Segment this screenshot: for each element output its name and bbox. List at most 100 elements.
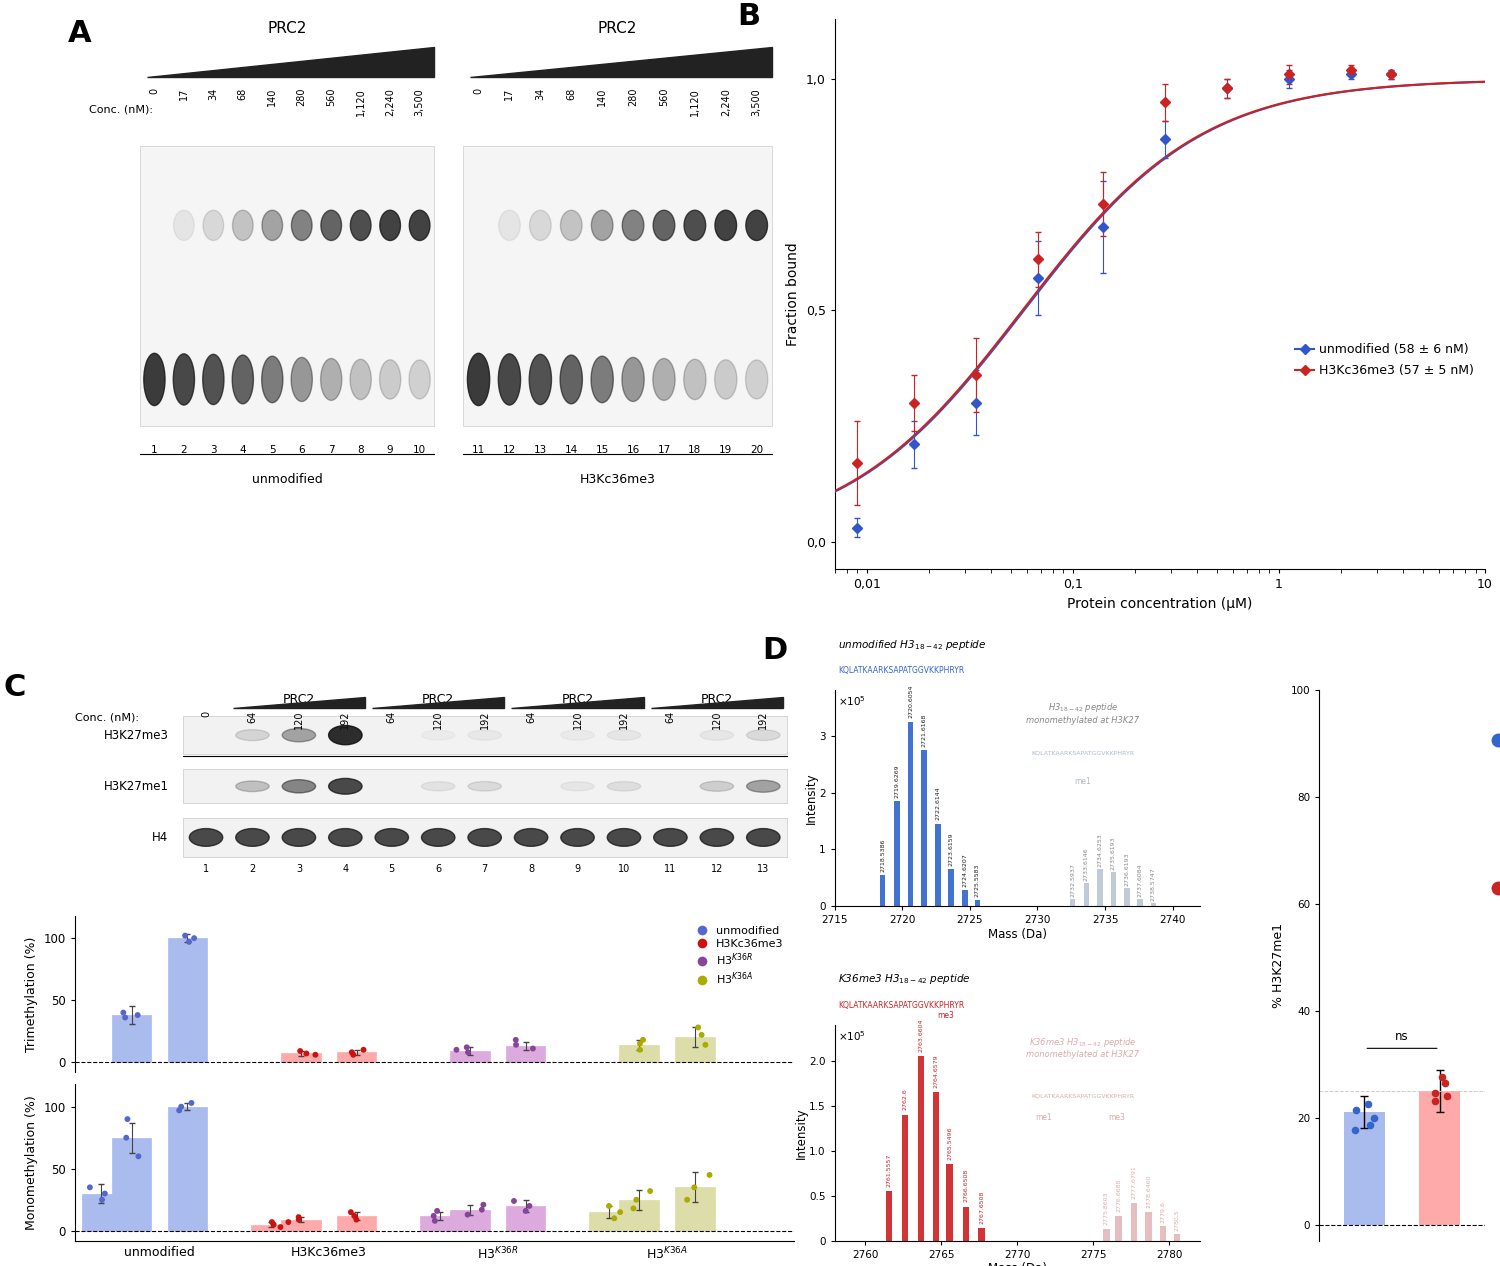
Bar <box>1083 884 1089 906</box>
Ellipse shape <box>747 780 780 793</box>
Ellipse shape <box>700 730 734 741</box>
Text: 16: 16 <box>627 446 639 456</box>
Point <box>340 1042 364 1062</box>
Ellipse shape <box>202 354 223 405</box>
Bar <box>1131 1203 1137 1241</box>
Ellipse shape <box>262 210 282 241</box>
X-axis label: Protein concentration (μM): Protein concentration (μM) <box>1066 596 1252 611</box>
Ellipse shape <box>684 210 705 241</box>
Bar <box>338 1215 376 1231</box>
Ellipse shape <box>321 358 342 400</box>
Ellipse shape <box>468 353 489 405</box>
Text: 0: 0 <box>474 87 483 94</box>
Ellipse shape <box>350 360 372 400</box>
Ellipse shape <box>232 354 254 404</box>
Text: 2765.5496: 2765.5496 <box>946 1127 952 1160</box>
Ellipse shape <box>189 828 222 846</box>
Text: 17: 17 <box>657 446 670 456</box>
Text: 34: 34 <box>536 87 546 100</box>
Text: 3: 3 <box>296 865 302 874</box>
Text: 64: 64 <box>666 710 675 723</box>
X-axis label: Mass (Da): Mass (Da) <box>987 928 1047 941</box>
Bar <box>251 1224 291 1231</box>
Bar <box>506 1206 546 1231</box>
Text: me3: me3 <box>938 1012 954 1020</box>
Text: 2: 2 <box>249 865 255 874</box>
Text: 4: 4 <box>342 865 348 874</box>
Text: 19: 19 <box>718 446 732 456</box>
Bar <box>1096 870 1102 906</box>
Bar <box>921 749 927 906</box>
Text: 68: 68 <box>238 87 248 100</box>
Point <box>422 1205 446 1225</box>
Y-axis label: Intensity: Intensity <box>804 772 818 824</box>
Point <box>470 1200 494 1220</box>
Text: Conc. (nM):: Conc. (nM): <box>75 713 140 723</box>
Point <box>504 1034 528 1055</box>
Text: 2722.6144: 2722.6144 <box>934 786 940 820</box>
Text: 2779.6: 2779.6 <box>1161 1201 1166 1223</box>
Text: 120: 120 <box>294 710 304 729</box>
Text: KQLATKAARKSAPATGGVKKPHRYR: KQLATKAARKSAPATGGVKKPHRYR <box>1032 1094 1134 1099</box>
Ellipse shape <box>530 354 552 405</box>
Text: 2735.6193: 2735.6193 <box>1112 837 1116 870</box>
Ellipse shape <box>608 730 640 741</box>
Text: 2,240: 2,240 <box>722 87 730 115</box>
Text: 12: 12 <box>711 865 723 874</box>
Text: 5: 5 <box>388 865 394 874</box>
Point <box>456 1042 480 1062</box>
Text: 20: 20 <box>750 446 764 456</box>
Bar <box>464 146 772 427</box>
Bar <box>908 722 914 906</box>
Text: 2761.5557: 2761.5557 <box>886 1153 891 1186</box>
Bar <box>975 900 981 906</box>
Point <box>126 1146 150 1166</box>
Text: KQLATKAARKSAPATGGVKKPHRYR: KQLATKAARKSAPATGGVKKPHRYR <box>839 1000 964 1010</box>
Bar <box>140 146 435 427</box>
Text: 2: 2 <box>180 446 188 456</box>
Ellipse shape <box>608 781 640 791</box>
Text: PRC2: PRC2 <box>700 693 734 705</box>
Point <box>503 1191 526 1212</box>
Bar <box>183 818 786 857</box>
Bar <box>168 938 207 1062</box>
Text: 192: 192 <box>340 710 351 729</box>
Point <box>1358 1115 1382 1136</box>
Text: 2719.6269: 2719.6269 <box>896 765 900 798</box>
Ellipse shape <box>561 828 594 846</box>
Text: 2718.5386: 2718.5386 <box>880 838 885 871</box>
Bar <box>280 1219 321 1231</box>
Point <box>78 1177 102 1198</box>
Text: PRC2: PRC2 <box>267 20 306 35</box>
Point <box>456 1204 480 1224</box>
Point <box>93 1184 117 1204</box>
Text: 2,240: 2,240 <box>386 87 394 115</box>
Text: 34: 34 <box>209 87 219 100</box>
Text: 11: 11 <box>664 865 676 874</box>
Text: unmodified H3$_{18-42}$ peptide: unmodified H3$_{18-42}$ peptide <box>839 638 987 652</box>
Ellipse shape <box>328 828 362 846</box>
Text: 560: 560 <box>658 87 669 106</box>
Ellipse shape <box>380 360 400 399</box>
Point <box>597 1196 621 1217</box>
Bar <box>675 1037 714 1062</box>
Ellipse shape <box>700 781 734 791</box>
Text: 13: 13 <box>758 865 770 874</box>
Ellipse shape <box>684 360 706 400</box>
Text: 1,120: 1,120 <box>690 87 700 115</box>
Bar <box>112 1138 152 1231</box>
Point <box>112 1008 136 1028</box>
Point <box>1424 1091 1448 1112</box>
Point <box>170 1096 194 1117</box>
Point <box>111 1003 135 1023</box>
Point <box>513 1200 537 1220</box>
Bar <box>902 1115 908 1241</box>
Y-axis label: Intensity: Intensity <box>795 1106 807 1158</box>
Bar <box>1160 1227 1167 1241</box>
Ellipse shape <box>282 828 315 846</box>
Text: 17: 17 <box>504 87 515 100</box>
Point <box>504 1029 528 1050</box>
Text: 3: 3 <box>210 446 216 456</box>
Text: 2732.5937: 2732.5937 <box>1070 863 1076 898</box>
Bar <box>81 1194 122 1231</box>
